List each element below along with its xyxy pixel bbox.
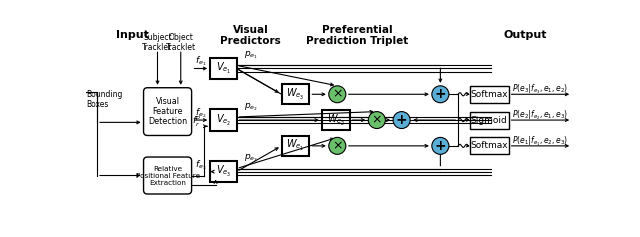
Text: Relative
Positional Feature
Extraction: Relative Positional Feature Extraction xyxy=(136,165,200,186)
Text: $V_{e_3}$: $V_{e_3}$ xyxy=(216,164,231,179)
Text: $P(e_3|f_{e_3}, e_1, e_2)$: $P(e_3|f_{e_3}, e_1, e_2)$ xyxy=(513,83,568,96)
Text: +: + xyxy=(435,87,446,101)
Text: $P(e_2|f_{e_2}, e_1, e_3)$: $P(e_2|f_{e_2}, e_1, e_3)$ xyxy=(513,109,568,122)
FancyBboxPatch shape xyxy=(143,157,191,194)
Text: $f_{e_3}$: $f_{e_3}$ xyxy=(195,158,206,172)
Text: Bounding
Boxes: Bounding Boxes xyxy=(86,90,123,109)
Text: $V_{e_1}$: $V_{e_1}$ xyxy=(216,61,231,76)
Text: Preferential
Prediction Triplet: Preferential Prediction Triplet xyxy=(307,25,408,46)
Bar xyxy=(470,112,509,128)
Text: Visual
Predictors: Visual Predictors xyxy=(220,25,281,46)
Text: Softmax: Softmax xyxy=(470,141,508,150)
Text: $P(e_1|f_{e_1}, e_2, e_3)$: $P(e_1|f_{e_1}, e_2, e_3)$ xyxy=(513,134,568,148)
Circle shape xyxy=(432,86,449,103)
Bar xyxy=(210,161,237,182)
Text: $f_{e_2}$: $f_{e_2}$ xyxy=(195,106,206,120)
Bar xyxy=(322,110,349,130)
Circle shape xyxy=(393,112,410,128)
Text: Visual
Feature
Detection: Visual Feature Detection xyxy=(148,97,187,127)
Bar xyxy=(210,58,237,79)
Text: Object
Tracklet: Object Tracklet xyxy=(166,33,196,52)
Text: Softmax: Softmax xyxy=(470,90,508,99)
Text: $f_{e_1}$: $f_{e_1}$ xyxy=(195,55,206,68)
Text: $W_{e_3}$: $W_{e_3}$ xyxy=(286,87,305,102)
Text: $p_{e_1}$: $p_{e_1}$ xyxy=(244,50,259,61)
Bar xyxy=(470,86,509,103)
Circle shape xyxy=(368,112,385,128)
Text: $p_{e_2}$: $p_{e_2}$ xyxy=(244,101,259,113)
Text: Input: Input xyxy=(116,30,149,40)
Text: +: + xyxy=(396,113,408,127)
Text: Subject
Tracklet: Subject Tracklet xyxy=(143,33,173,52)
Bar xyxy=(470,137,509,154)
Circle shape xyxy=(329,137,346,154)
Text: Sigmoid: Sigmoid xyxy=(471,116,508,125)
Bar xyxy=(282,84,309,104)
Text: Output: Output xyxy=(504,30,547,40)
FancyBboxPatch shape xyxy=(143,88,191,136)
Text: $\times$: $\times$ xyxy=(371,114,382,127)
Text: $\times$: $\times$ xyxy=(332,139,342,152)
Text: $V_{e_2}$: $V_{e_2}$ xyxy=(216,113,231,128)
Bar xyxy=(282,136,309,156)
Circle shape xyxy=(432,137,449,154)
Text: +: + xyxy=(435,139,446,153)
Text: $W_{e_1}$: $W_{e_1}$ xyxy=(286,138,305,153)
Text: $W_{e_2}$: $W_{e_2}$ xyxy=(326,113,345,128)
Circle shape xyxy=(329,86,346,103)
Bar xyxy=(210,109,237,131)
Text: $f_r^p$: $f_r^p$ xyxy=(192,115,202,129)
Text: $\times$: $\times$ xyxy=(332,88,342,101)
Text: $p_{e_3}$: $p_{e_3}$ xyxy=(244,153,259,164)
